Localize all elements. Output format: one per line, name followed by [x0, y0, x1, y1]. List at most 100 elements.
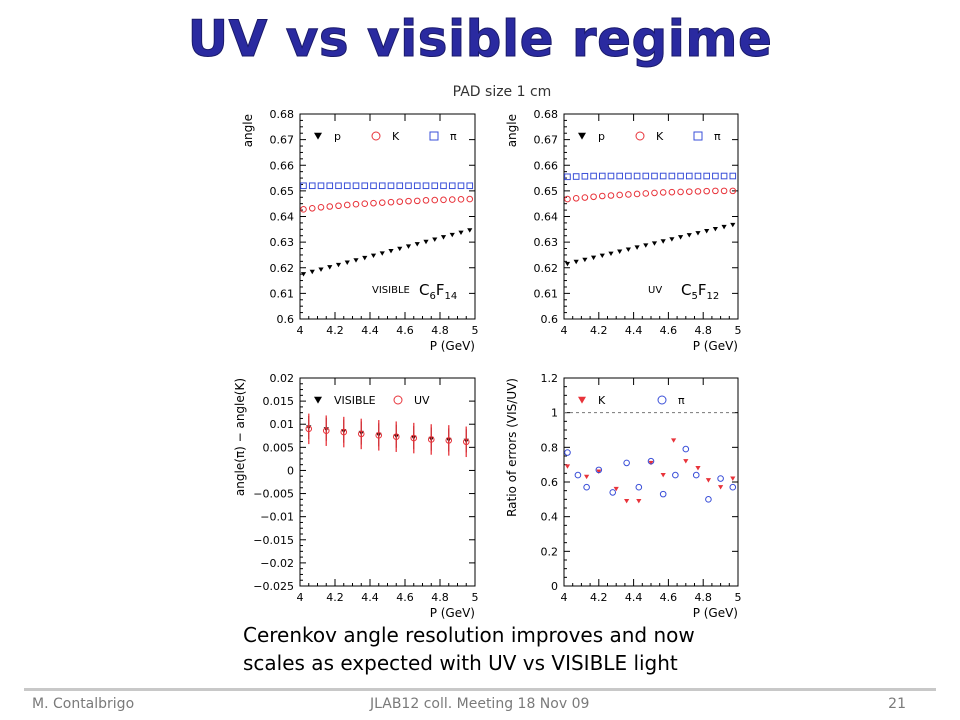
data-point — [405, 197, 412, 205]
data-point — [705, 496, 712, 503]
x-tick-label: 4.2 — [590, 324, 608, 337]
data-point — [659, 490, 667, 498]
x-tick-label: 4.8 — [431, 324, 449, 337]
legend-label: p — [598, 130, 605, 143]
y-tick-label: 0.02 — [270, 372, 295, 385]
footer-author: M. Contalbrigo — [32, 696, 135, 712]
data-point — [623, 459, 630, 467]
y-tick-label: 0.2 — [541, 545, 559, 558]
data-point — [340, 428, 348, 436]
data-point — [669, 237, 675, 242]
data-point — [648, 460, 654, 466]
x-axis-label: P (GeV) — [693, 606, 738, 620]
data-point — [300, 182, 307, 190]
data-point — [440, 182, 447, 190]
data-point — [607, 192, 615, 199]
data-point — [671, 438, 677, 443]
data-point — [564, 173, 571, 181]
y-tick-label: 0 — [551, 580, 558, 593]
data-point — [388, 249, 394, 254]
data-point — [322, 427, 330, 434]
data-point — [308, 182, 316, 190]
data-point — [590, 193, 597, 201]
data-point — [573, 259, 579, 265]
regime-annotation: VISIBLE — [372, 285, 410, 296]
data-point — [564, 195, 571, 203]
data-point — [590, 255, 597, 261]
data-point — [721, 224, 727, 230]
data-point — [729, 483, 737, 491]
data-point — [413, 182, 421, 190]
data-point — [375, 432, 383, 439]
plot-frame — [299, 377, 476, 587]
y-tick-label: 0.62 — [270, 262, 295, 275]
data-point — [326, 182, 334, 190]
data-point — [729, 187, 737, 195]
data-point — [677, 235, 684, 240]
data-point — [704, 229, 710, 234]
y-axis-label: angle — [505, 114, 519, 147]
y-tick-label: 1.2 — [541, 372, 559, 385]
legend-label: VISIBLE — [334, 394, 376, 407]
y-tick-label: 0.015 — [263, 395, 295, 408]
data-point — [396, 198, 404, 205]
y-tick-label: 0.68 — [270, 108, 295, 121]
data-point — [431, 196, 439, 204]
y-tick-label: −0.025 — [253, 580, 294, 593]
x-tick-label: 4.6 — [396, 591, 414, 604]
data-point — [327, 265, 333, 270]
chart-uv-angle: 0.6 0.61 0.62 0.63 0.64 0.65 0.66 0.67 0.68 4 4.2 4… — [505, 108, 742, 353]
data-point — [397, 246, 403, 252]
data-point — [694, 172, 702, 180]
x-tick-label: 4.6 — [396, 324, 414, 337]
y-axis-label: Ratio of errors (VIS/UV) — [505, 378, 519, 517]
y-tick-label: 0.66 — [534, 159, 559, 172]
data-point — [660, 239, 666, 244]
data-point — [462, 438, 470, 446]
data-point — [392, 433, 400, 441]
data-point — [598, 192, 606, 200]
chart-error-ratio: 0 0.2 0.4 0.6 0.8 1 1.2 4 4.2 4.4 4.6 4.8 5 P (GeV) Ra… — [505, 372, 742, 620]
data-point — [405, 182, 412, 190]
data-point — [636, 498, 642, 504]
formula-subscript: 14 — [445, 291, 458, 302]
data-point — [685, 172, 693, 180]
data-point — [422, 197, 430, 204]
data-point — [422, 182, 430, 190]
data-point — [616, 191, 623, 199]
data-point — [466, 182, 474, 190]
x-tick-label: 4.2 — [326, 324, 344, 337]
data-point — [659, 189, 667, 196]
data-point — [300, 272, 307, 277]
data-point — [564, 261, 571, 267]
y-tick-label: 0 — [287, 464, 294, 477]
legend-label: π — [678, 394, 685, 407]
data-point — [633, 172, 641, 180]
data-point — [717, 475, 724, 482]
x-tick-label: 4.8 — [694, 324, 712, 337]
legend-label: K — [656, 130, 664, 143]
data-point — [635, 483, 643, 491]
y-tick-label: 0.63 — [534, 236, 559, 249]
data-point — [596, 469, 602, 474]
legend-marker — [314, 132, 322, 140]
x-tick-label: 4.4 — [361, 591, 379, 604]
slide-caption: Cerenkov angle resolution improves and n… — [243, 621, 763, 677]
data-point — [370, 199, 377, 207]
data-point — [607, 172, 615, 180]
x-tick-label: 4.2 — [590, 591, 608, 604]
data-point — [387, 182, 395, 190]
footer-divider — [24, 688, 936, 691]
data-point — [581, 172, 589, 180]
data-point — [458, 230, 464, 235]
formula-element: C — [681, 281, 691, 299]
y-tick-label: 0.64 — [534, 211, 559, 224]
data-point — [362, 255, 368, 261]
data-point — [643, 243, 649, 248]
data-point — [677, 188, 684, 196]
data-point — [352, 182, 360, 190]
data-point — [427, 436, 435, 443]
data-point — [361, 200, 369, 207]
x-tick-label: 4.8 — [431, 591, 449, 604]
data-point — [572, 173, 580, 180]
